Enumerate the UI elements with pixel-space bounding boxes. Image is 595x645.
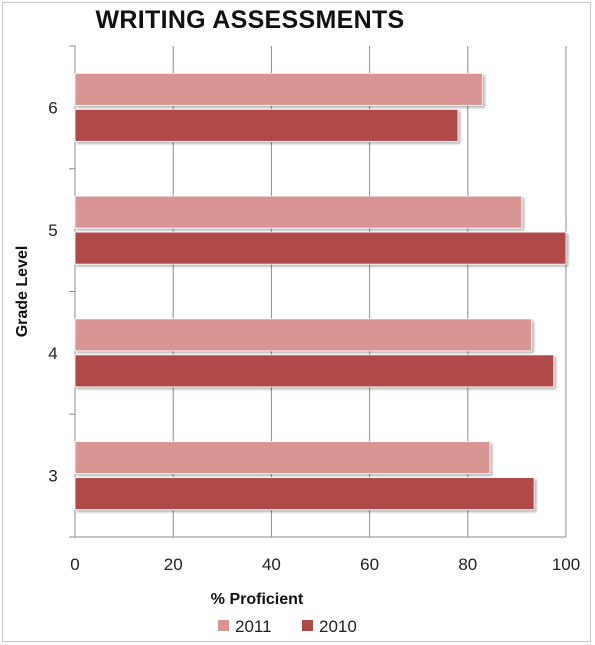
y-tick-label: 5 xyxy=(48,221,57,240)
chart-title: WRITING ASSESSMENTS xyxy=(95,6,405,34)
y-tick-label: 6 xyxy=(48,98,57,117)
legend-label-2011: 2011 xyxy=(235,617,272,636)
x-tick-label: 0 xyxy=(70,555,79,574)
y-axis-title: Grade Level xyxy=(14,246,31,338)
x-axis-title: % Proficient xyxy=(211,591,304,608)
legend: 2011 2010 xyxy=(218,617,357,636)
bar-2010-grade-4 xyxy=(74,354,555,388)
x-tick-label: 60 xyxy=(360,555,379,574)
labels: 0 20 40 60 80 100 6 5 4 3 % Proficient Grade Level xyxy=(14,98,580,608)
y-tick-label: 4 xyxy=(48,344,57,363)
bar-2011-grade-3 xyxy=(74,441,491,475)
x-tick-label: 80 xyxy=(458,555,477,574)
bar-2010-grade-5 xyxy=(74,231,567,265)
bar-2011-grade-4 xyxy=(74,318,533,352)
legend-label-2010: 2010 xyxy=(319,617,357,636)
legend-swatch-2011 xyxy=(218,620,229,631)
legend-swatch-2010 xyxy=(302,620,313,631)
x-tick-label: 20 xyxy=(164,555,183,574)
bar-2010-grade-3 xyxy=(74,477,535,511)
bar-2010-grade-6 xyxy=(74,108,459,142)
x-tick-label: 40 xyxy=(262,555,281,574)
bar-2011-grade-5 xyxy=(74,195,523,229)
bar-2011-grade-6 xyxy=(74,72,483,106)
y-tick-label: 3 xyxy=(48,467,57,486)
x-tick-label: 100 xyxy=(552,555,580,574)
bars xyxy=(74,72,567,511)
